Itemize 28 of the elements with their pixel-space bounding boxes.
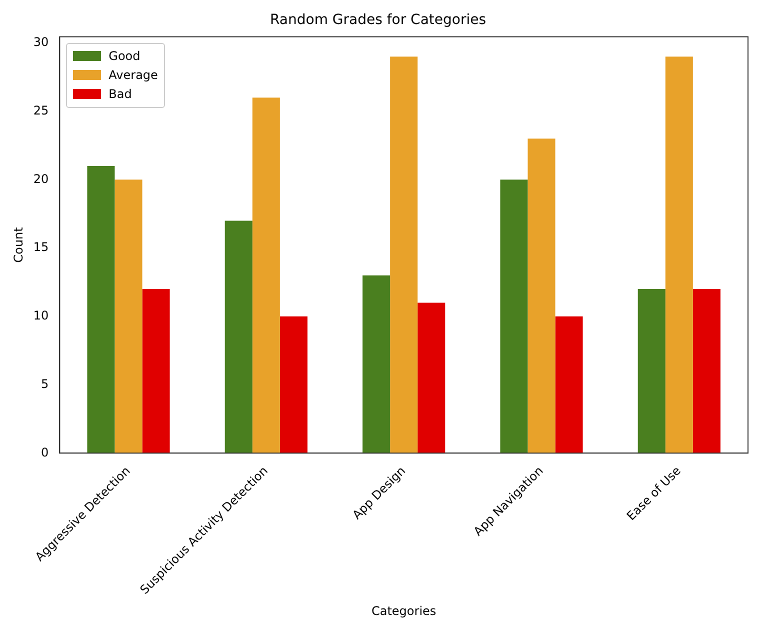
bar: [418, 302, 446, 454]
y-tick-label: 30: [33, 35, 49, 50]
x-axis-title: Categories: [371, 604, 436, 618]
bar: [224, 220, 252, 454]
legend-label: Average: [108, 66, 158, 84]
bar: [142, 289, 170, 454]
y-tick-label: 20: [33, 172, 49, 186]
bar: [114, 180, 142, 454]
y-tick-label: 15: [33, 240, 49, 254]
bar: [252, 98, 280, 454]
y-tick-label: 5: [41, 376, 49, 391]
bar: [638, 289, 666, 454]
y-axis-title: Count: [11, 226, 26, 263]
bar: [692, 289, 720, 454]
bar: [528, 138, 556, 454]
legend-label: Good: [108, 48, 140, 65]
y-tick-label: 0: [41, 445, 49, 460]
bar: [87, 166, 115, 454]
y-tick-label: 10: [33, 308, 49, 323]
bar: [500, 180, 528, 454]
bar: [390, 56, 418, 454]
bar: [280, 316, 308, 454]
chart-title: Random Grades for Categories: [270, 12, 486, 28]
bar: [362, 275, 390, 454]
y-tick-label: 25: [33, 103, 49, 118]
bar: [665, 56, 693, 454]
legend-label: Bad: [108, 86, 132, 103]
bar: [555, 316, 583, 454]
